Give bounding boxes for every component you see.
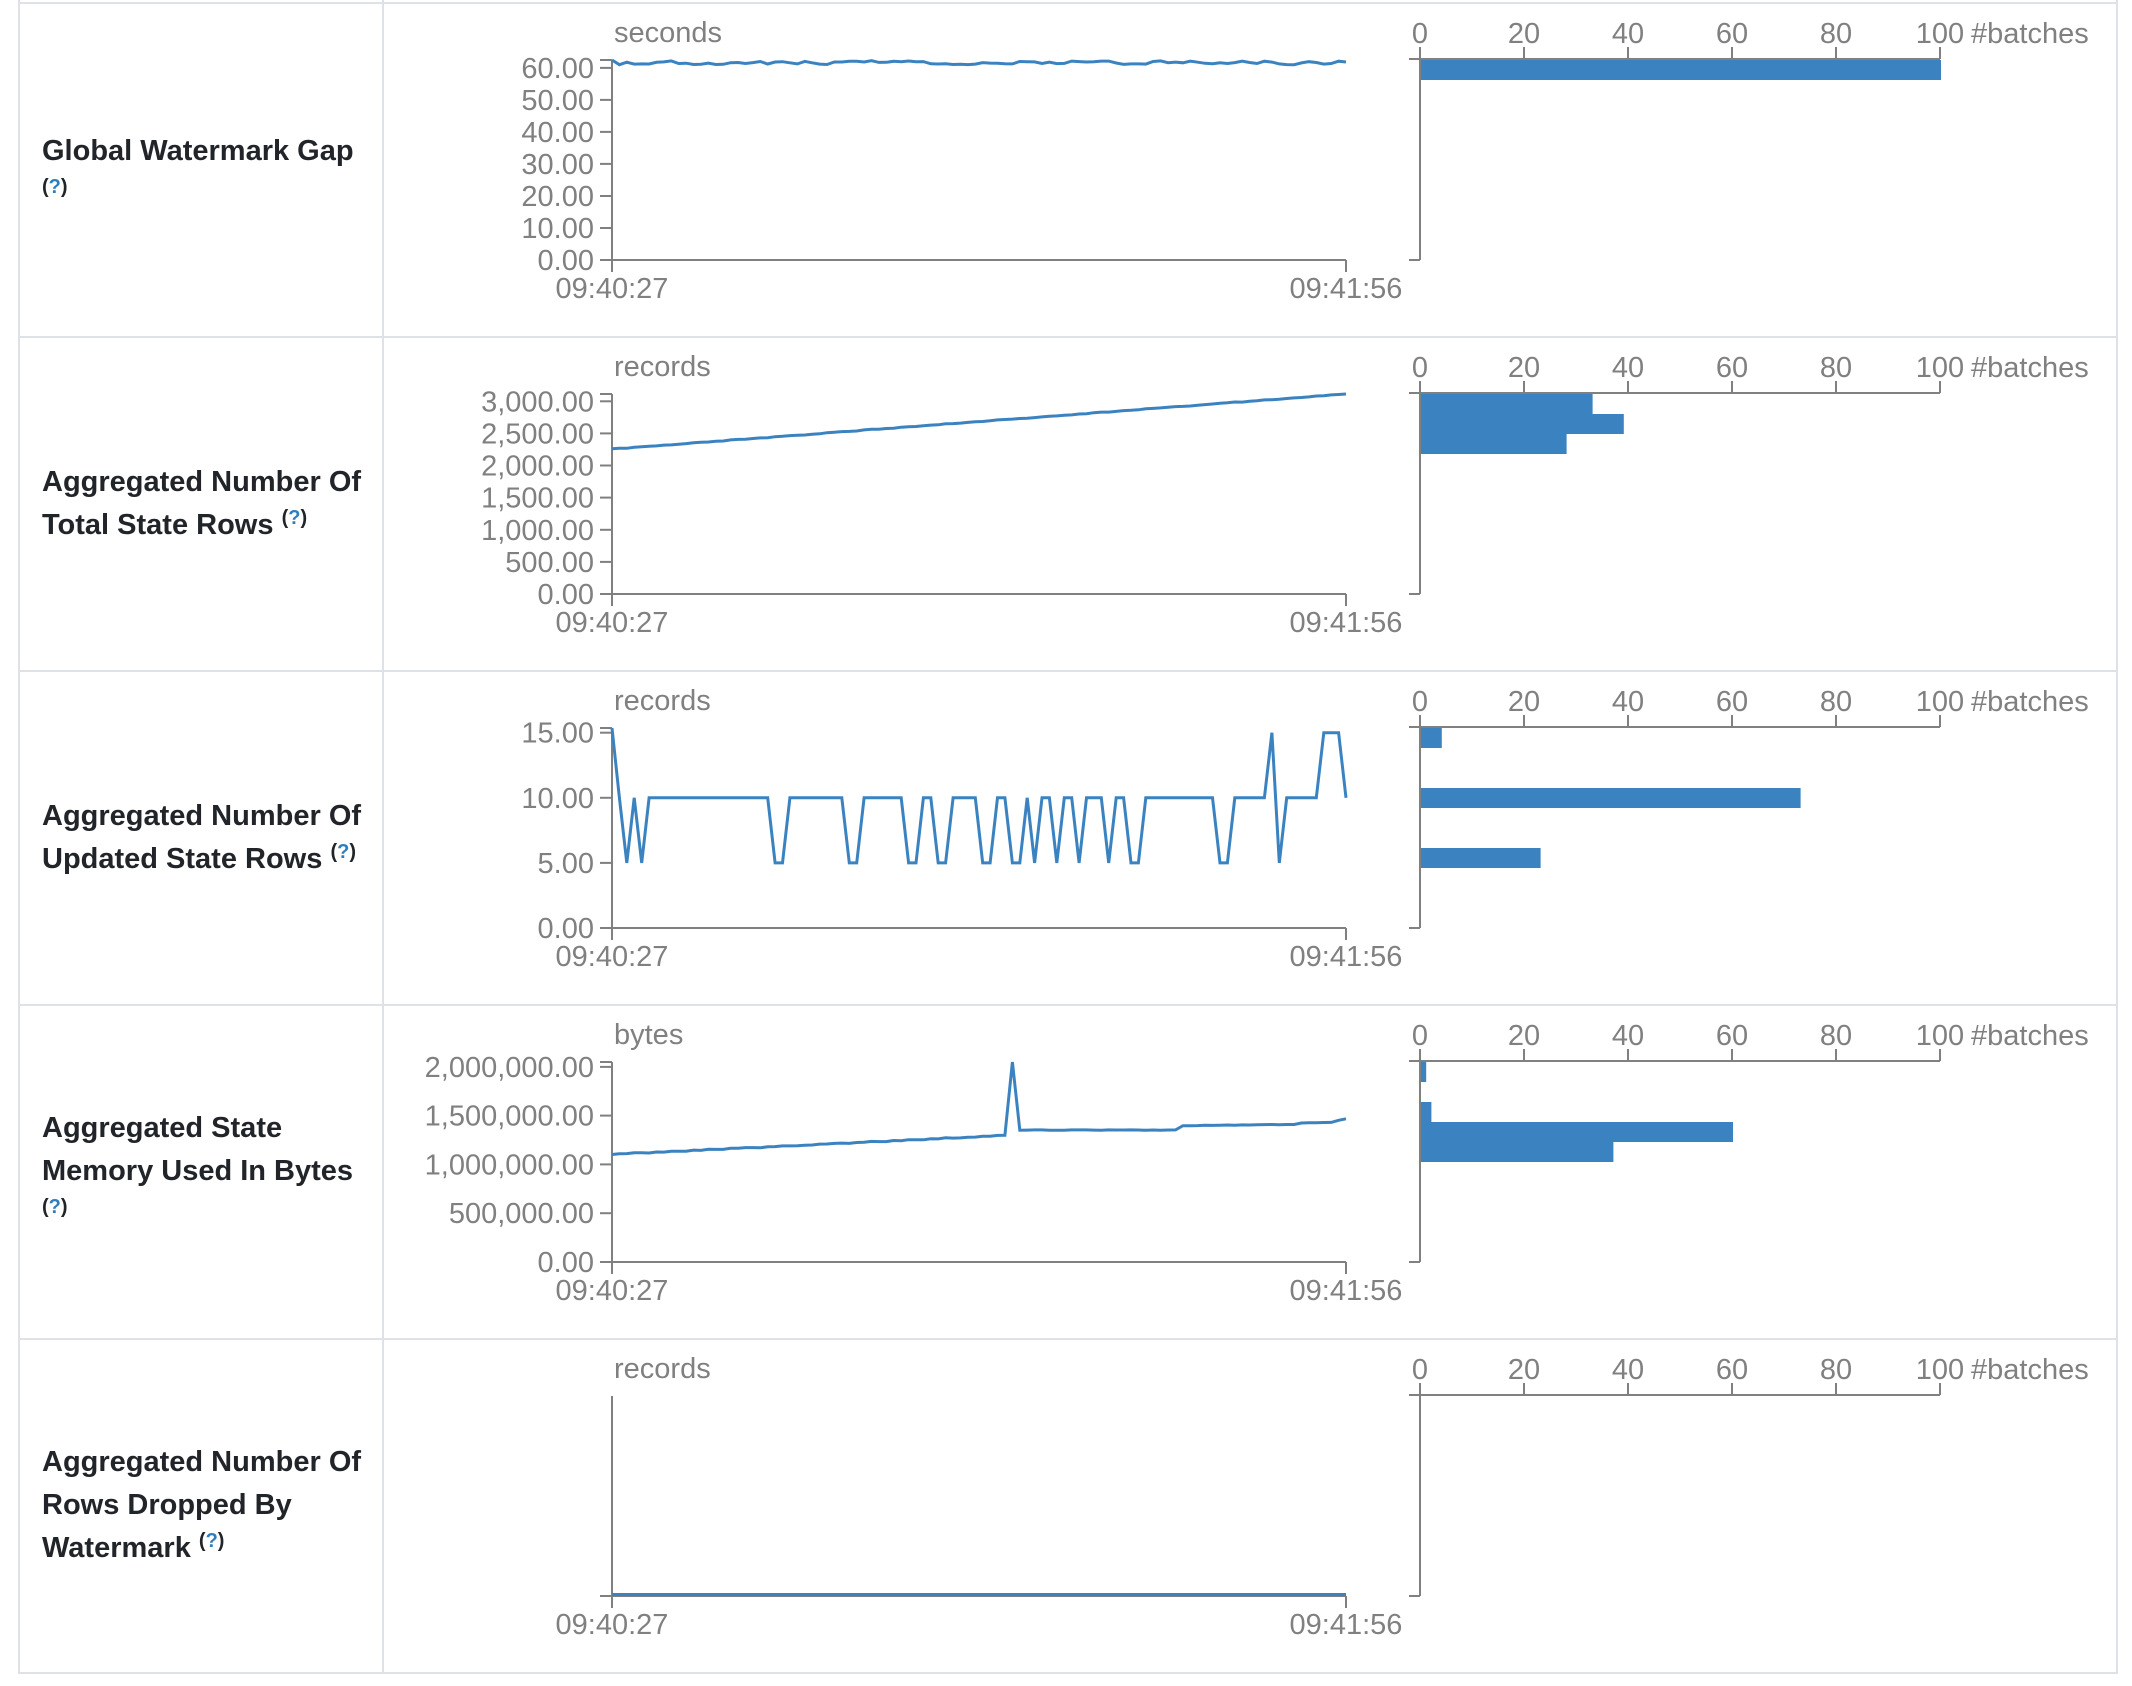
svg-text:40: 40 — [1612, 352, 1644, 384]
svg-text:20.00: 20.00 — [521, 181, 594, 213]
svg-text:40.00: 40.00 — [521, 117, 594, 149]
svg-text:10.00: 10.00 — [521, 783, 594, 815]
svg-text:15.00: 15.00 — [521, 718, 594, 750]
svg-text:1,500,000.00: 1,500,000.00 — [425, 1101, 594, 1133]
svg-text:60: 60 — [1716, 1354, 1748, 1386]
svg-text:#batches: #batches — [1971, 1020, 2089, 1052]
svg-text:09:40:27: 09:40:27 — [556, 1609, 669, 1641]
svg-text:500.00: 500.00 — [505, 547, 594, 579]
svg-text:09:41:56: 09:41:56 — [1290, 1609, 1403, 1641]
svg-text:20: 20 — [1508, 1020, 1540, 1052]
svg-text:0: 0 — [1412, 686, 1428, 718]
svg-text:0: 0 — [1412, 18, 1428, 50]
svg-text:09:41:56: 09:41:56 — [1290, 1275, 1403, 1307]
svg-text:09:40:27: 09:40:27 — [556, 1275, 669, 1307]
svg-text:0: 0 — [1412, 352, 1428, 384]
svg-text:09:40:27: 09:40:27 — [556, 273, 669, 305]
svg-text:0.00: 0.00 — [538, 1247, 594, 1279]
svg-text:100: 100 — [1916, 352, 1964, 384]
svg-text:09:41:56: 09:41:56 — [1290, 607, 1403, 639]
svg-text:0: 0 — [1412, 1020, 1428, 1052]
svg-text:records: records — [614, 1353, 711, 1385]
svg-text:60.00: 60.00 — [521, 53, 594, 85]
svg-text:100: 100 — [1916, 686, 1964, 718]
svg-text:60: 60 — [1716, 352, 1748, 384]
svg-text:80: 80 — [1820, 352, 1852, 384]
svg-text:80: 80 — [1820, 1354, 1852, 1386]
svg-text:09:41:56: 09:41:56 — [1290, 941, 1403, 973]
svg-text:60: 60 — [1716, 686, 1748, 718]
svg-text:09:40:27: 09:40:27 — [556, 941, 669, 973]
svg-text:0.00: 0.00 — [538, 913, 594, 945]
svg-text:80: 80 — [1820, 686, 1852, 718]
svg-text:40: 40 — [1612, 1020, 1644, 1052]
svg-text:80: 80 — [1820, 18, 1852, 50]
svg-text:60: 60 — [1716, 18, 1748, 50]
svg-text:50.00: 50.00 — [521, 85, 594, 117]
svg-text:10.00: 10.00 — [521, 213, 594, 245]
svg-text:40: 40 — [1612, 686, 1644, 718]
svg-text:#batches: #batches — [1971, 1354, 2089, 1386]
svg-text:20: 20 — [1508, 352, 1540, 384]
svg-text:records: records — [614, 685, 711, 717]
svg-text:20: 20 — [1508, 1354, 1540, 1386]
svg-text:#batches: #batches — [1971, 18, 2089, 50]
svg-text:100: 100 — [1916, 1354, 1964, 1386]
svg-text:0: 0 — [1412, 1354, 1428, 1386]
svg-text:seconds: seconds — [614, 17, 722, 49]
svg-text:40: 40 — [1612, 18, 1644, 50]
svg-text:100: 100 — [1916, 1020, 1964, 1052]
svg-text:09:40:27: 09:40:27 — [556, 607, 669, 639]
svg-text:0.00: 0.00 — [538, 579, 594, 611]
svg-text:500,000.00: 500,000.00 — [449, 1198, 594, 1230]
svg-text:60: 60 — [1716, 1020, 1748, 1052]
svg-text:80: 80 — [1820, 1020, 1852, 1052]
svg-text:bytes: bytes — [614, 1019, 683, 1051]
svg-text:1,000,000.00: 1,000,000.00 — [425, 1149, 594, 1181]
svg-text:100: 100 — [1916, 18, 1964, 50]
svg-text:1,000.00: 1,000.00 — [481, 515, 594, 547]
svg-text:2,500.00: 2,500.00 — [481, 418, 594, 450]
svg-text:records: records — [614, 351, 711, 383]
svg-text:2,000,000.00: 2,000,000.00 — [425, 1052, 594, 1084]
svg-text:5.00: 5.00 — [538, 848, 594, 880]
svg-text:2,000.00: 2,000.00 — [481, 451, 594, 483]
svg-text:09:41:56: 09:41:56 — [1290, 273, 1403, 305]
svg-text:3,000.00: 3,000.00 — [481, 386, 594, 418]
svg-text:#batches: #batches — [1971, 686, 2089, 718]
svg-text:1,500.00: 1,500.00 — [481, 483, 594, 515]
svg-text:0.00: 0.00 — [538, 245, 594, 277]
svg-text:20: 20 — [1508, 18, 1540, 50]
svg-text:30.00: 30.00 — [521, 149, 594, 181]
svg-text:40: 40 — [1612, 1354, 1644, 1386]
svg-text:20: 20 — [1508, 686, 1540, 718]
svg-text:#batches: #batches — [1971, 352, 2089, 384]
